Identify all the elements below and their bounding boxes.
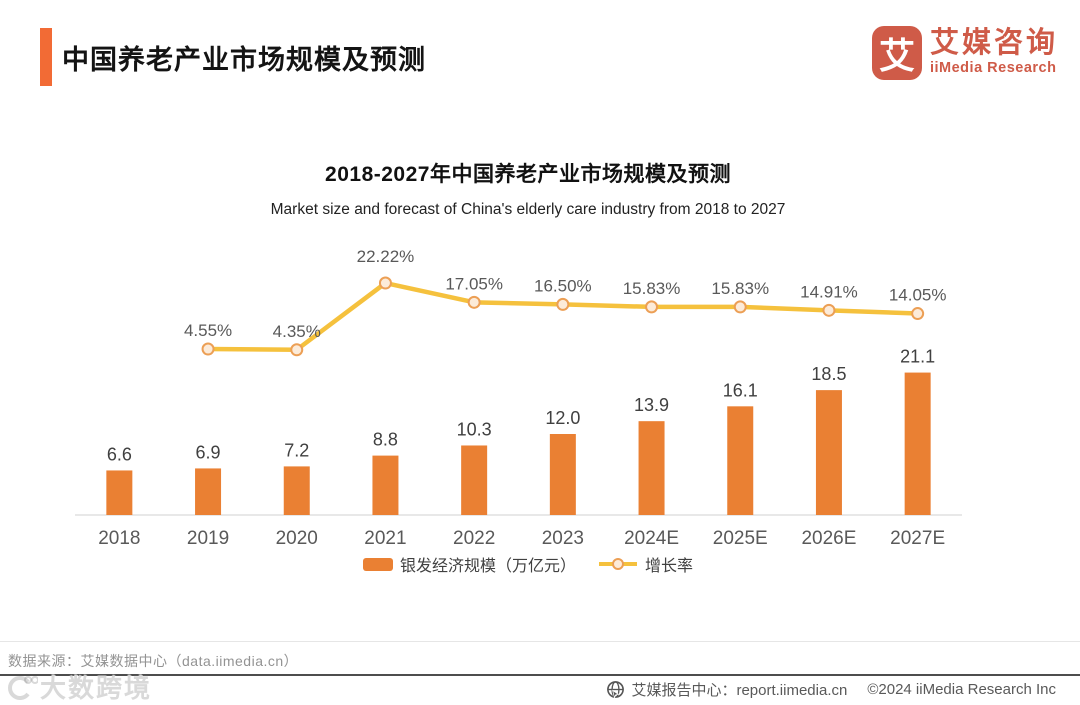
- growth-point-2022: [467, 295, 481, 309]
- bar-2026E: [815, 390, 842, 515]
- x-tick-label: 2018: [98, 528, 140, 549]
- header-accent-bar: [40, 28, 52, 86]
- page-title: 中国养老产业市场规模及预测: [62, 45, 426, 75]
- globe-icon: [607, 681, 625, 699]
- chart-title-block: 2018-2027年中国养老产业市场规模及预测 Market size and …: [0, 158, 1056, 219]
- bar-value-label: 21.1: [900, 347, 935, 367]
- report-center-label: 艾媒报告中心：report.iimedia.cn: [631, 682, 848, 699]
- bar-2022: [461, 445, 488, 515]
- watermark: 大数跨境: [4, 668, 152, 705]
- x-tick-label: 2021: [364, 528, 406, 549]
- chart-legend: 银发经济规模（万亿元） 增长率: [0, 552, 1056, 576]
- bar-2024E: [638, 421, 665, 515]
- data-source-note: 数据来源：艾媒数据中心（data.iimedia.cn）: [8, 653, 299, 669]
- line-swatch-icon: [599, 558, 637, 570]
- logo-name-en: iiMedia Research: [929, 60, 1057, 76]
- growth-value-label: 15.83%: [711, 279, 769, 298]
- bar-2025E: [727, 406, 754, 515]
- growth-point-2025E: [733, 300, 747, 314]
- growth-point-2020: [290, 343, 304, 357]
- x-tick-label: 2020: [276, 528, 318, 549]
- x-tick-label: 2022: [453, 528, 495, 549]
- bar-value-label: 7.2: [284, 440, 309, 460]
- bar-value-label: 6.9: [196, 442, 221, 462]
- watermark-text: 大数跨境: [40, 673, 153, 703]
- legend-bar-label: 银发经济规模（万亿元）: [399, 558, 576, 575]
- footer-bottom-row: 艾媒报告中心：report.iimedia.cn ©2024 iiMedia R…: [606, 679, 1056, 700]
- bar-value-label: 12.0: [545, 408, 580, 428]
- bar-value-label: 10.3: [457, 419, 492, 439]
- bar-2023: [549, 434, 576, 515]
- logo-name-cn: 艾媒咨询: [929, 27, 1058, 59]
- growth-point-2023: [556, 297, 570, 311]
- iimedia-logo-text: 艾媒咨询 iiMedia Research: [930, 26, 1058, 76]
- chart-title: 2018-2027年中国养老产业市场规模及预测: [325, 163, 731, 186]
- bar-2018: [106, 470, 133, 515]
- bar-value-label: 13.9: [634, 395, 669, 415]
- growth-value-label: 16.50%: [534, 276, 592, 295]
- watermark-icon: [8, 675, 38, 700]
- growth-point-2019: [201, 342, 215, 356]
- bar-swatch-icon: [362, 557, 393, 571]
- bar-value-label: 18.5: [811, 364, 846, 384]
- combo-chart: 6.6 2018 6.9 2019 7.2 2020 8.8 2021 10.3 2022 12.0…: [75, 247, 962, 549]
- report-center: 艾媒报告中心：report.iimedia.cn: [606, 679, 847, 700]
- x-tick-label: 2026E: [801, 528, 856, 549]
- legend-item-line: 增长率: [598, 552, 693, 576]
- copyright-label: ©2024 iiMedia Research Inc: [867, 681, 1056, 698]
- footer-dark-divider: [0, 674, 1080, 676]
- growth-value-label: 4.35%: [273, 322, 321, 341]
- growth-value-label: 15.83%: [623, 279, 681, 298]
- x-tick-label: 2019: [187, 528, 229, 549]
- bar-2019: [195, 468, 222, 515]
- bar-value-label: 16.1: [723, 380, 758, 400]
- bar-value-label: 6.6: [107, 444, 132, 464]
- iimedia-logo-icon: 艾: [871, 26, 922, 80]
- growth-point-2021: [378, 276, 392, 290]
- x-tick-label: 2024E: [624, 528, 679, 549]
- growth-value-label: 22.22%: [357, 247, 415, 266]
- growth-value-label: 17.05%: [445, 274, 503, 293]
- growth-value-label: 14.05%: [889, 286, 947, 305]
- legend-line-label: 增长率: [645, 558, 694, 575]
- growth-point-2024E: [645, 300, 659, 314]
- x-tick-label: 2027E: [890, 528, 945, 549]
- growth-point-2026E: [822, 303, 836, 317]
- footer-light-divider: [0, 641, 1080, 642]
- x-tick-label: 2023: [542, 528, 584, 549]
- x-tick-label: 2025E: [713, 528, 768, 549]
- bar-2027E: [904, 372, 931, 515]
- bar-2020: [283, 466, 310, 515]
- growth-point-2027E: [911, 307, 925, 321]
- bar-value-label: 8.8: [373, 430, 398, 450]
- bar-2021: [372, 455, 399, 515]
- legend-item-bar: 银发经济规模（万亿元）: [362, 552, 576, 576]
- growth-value-label: 14.91%: [800, 282, 858, 301]
- iimedia-logo: 艾 艾媒咨询 iiMedia Research: [871, 26, 1058, 80]
- chart-subtitle: Market size and forecast of China's elde…: [270, 201, 786, 218]
- growth-value-label: 4.55%: [184, 321, 232, 340]
